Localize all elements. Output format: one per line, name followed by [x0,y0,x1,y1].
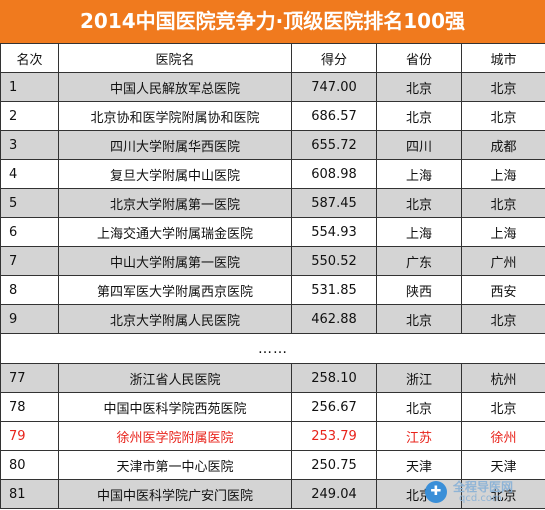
cell-rank: 5 [0,188,59,218]
cell-city: 上海 [461,159,545,189]
cell-score: 256.67 [291,392,377,422]
cell-city: 北京 [461,72,545,102]
cell-rank: 77 [0,363,59,393]
cell-rank: 81 [0,479,59,509]
cell-province: 广东 [376,246,462,276]
cell-hospital: 天津市第一中心医院 [58,450,292,480]
cell-hospital: 徐州医学院附属医院 [58,421,292,451]
cell-province: 北京 [376,392,462,422]
cell-province: 上海 [376,217,462,247]
cell-rank: 2 [0,101,59,131]
watermark-url: qcd.com [459,493,502,504]
cell-hospital: 中山大学附属第一医院 [58,246,292,276]
ellipsis-row: …… [0,333,545,364]
column-header-city: 城市 [461,43,545,73]
cell-hospital: 浙江省人民医院 [58,363,292,393]
cell-province: 浙江 [376,363,462,393]
cell-hospital: 中国人民解放军总医院 [58,72,292,102]
cell-score: 550.52 [291,246,377,276]
table-row: 2 北京协和医学院附属协和医院 686.57 北京 北京 [0,101,545,131]
cell-score: 258.10 [291,363,377,393]
table-row: 77 浙江省人民医院 258.10 浙江 杭州 [0,363,545,393]
watermark: ✚ 全程导医网 qcd.com [423,478,541,508]
cell-hospital: 中国中医科学院西苑医院 [58,392,292,422]
page-title: 2014中国医院竞争力·顶级医院排名100强 [0,0,545,43]
table-row: 78 中国中医科学院西苑医院 256.67 北京 北京 [0,392,545,422]
cell-rank: 8 [0,275,59,305]
table-row: 9 北京大学附属人民医院 462.88 北京 北京 [0,304,545,334]
cell-score: 655.72 [291,130,377,160]
cell-rank: 4 [0,159,59,189]
table-row: 5 北京大学附属第一医院 587.45 北京 北京 [0,188,545,218]
table-row: 79 徐州医学院附属医院 253.79 江苏 徐州 [0,421,545,451]
cell-city: 北京 [461,392,545,422]
column-header-score: 得分 [291,43,377,73]
cell-rank: 3 [0,130,59,160]
cell-rank: 9 [0,304,59,334]
cell-hospital: 第四军医大学附属西京医院 [58,275,292,305]
cell-city: 天津 [461,450,545,480]
cell-city: 北京 [461,479,545,509]
cell-city: 徐州 [461,421,545,451]
cell-province: 上海 [376,159,462,189]
cell-hospital: 四川大学附属华西医院 [58,130,292,160]
cell-score: 686.57 [291,101,377,131]
table-row: 6 上海交通大学附属瑞金医院 554.93 上海 上海 [0,217,545,247]
table-row: 81 中国中医科学院广安门医院 249.04 北京 北京 [0,479,545,509]
cell-province: 江苏 [376,421,462,451]
cell-score: 462.88 [291,304,377,334]
cell-province: 北京 [376,188,462,218]
cell-score: 747.00 [291,72,377,102]
cell-rank: 80 [0,450,59,480]
cell-city: 上海 [461,217,545,247]
cell-hospital: 北京大学附属人民医院 [58,304,292,334]
cell-hospital: 北京协和医学院附属协和医院 [58,101,292,131]
cell-rank: 7 [0,246,59,276]
cell-province: 陕西 [376,275,462,305]
table-row: 80 天津市第一中心医院 250.75 天津 天津 [0,450,545,480]
ranking-table: 名次 医院名 得分 省份 城市 1 中国人民解放军总医院 747.00 北京 北京 2 北京… [0,43,545,509]
cell-city: 杭州 [461,363,545,393]
cell-score: 250.75 [291,450,377,480]
table-row: 1 中国人民解放军总医院 747.00 北京 北京 [0,72,545,102]
cell-province: 北京 [376,72,462,102]
cell-rank: 78 [0,392,59,422]
cell-city: 北京 [461,101,545,131]
cell-hospital: 上海交通大学附属瑞金医院 [58,217,292,247]
column-header-hospital: 医院名 [58,43,292,73]
cell-province: 北京 [376,304,462,334]
column-header-rank: 名次 [0,43,59,73]
cell-city: 北京 [461,188,545,218]
cell-city: 西安 [461,275,545,305]
qcd-logo-icon: ✚ [425,481,447,503]
cell-city: 成都 [461,130,545,160]
column-header-province: 省份 [376,43,462,73]
ellipsis-text: …… [0,333,545,364]
cell-rank: 1 [0,72,59,102]
watermark-text: 全程导医网 [453,480,514,494]
cell-score: 608.98 [291,159,377,189]
cell-score: 253.79 [291,421,377,451]
table-row: 8 第四军医大学附属西京医院 531.85 陕西 西安 [0,275,545,305]
cell-rank: 79 [0,421,59,451]
cell-city: 广州 [461,246,545,276]
table-row: 4 复旦大学附属中山医院 608.98 上海 上海 [0,159,545,189]
cell-score: 554.93 [291,217,377,247]
cell-province: 天津 [376,450,462,480]
cell-score: 249.04 [291,479,377,509]
cell-province: 北京 [376,101,462,131]
table-header-row: 名次 医院名 得分 省份 城市 [0,43,545,73]
table-row: 7 中山大学附属第一医院 550.52 广东 广州 [0,246,545,276]
cell-hospital: 复旦大学附属中山医院 [58,159,292,189]
cell-rank: 6 [0,217,59,247]
cell-hospital: 中国中医科学院广安门医院 [58,479,292,509]
cell-province: 四川 [376,130,462,160]
cell-hospital: 北京大学附属第一医院 [58,188,292,218]
table-row: 3 四川大学附属华西医院 655.72 四川 成都 [0,130,545,160]
cell-score: 587.45 [291,188,377,218]
cell-city: 北京 [461,304,545,334]
cell-score: 531.85 [291,275,377,305]
